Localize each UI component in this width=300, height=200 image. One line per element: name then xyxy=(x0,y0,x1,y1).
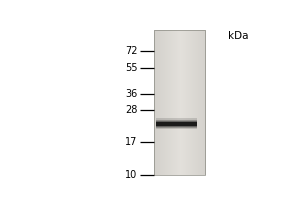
Text: 72: 72 xyxy=(125,46,137,56)
Text: kDa: kDa xyxy=(228,31,249,41)
Text: 10: 10 xyxy=(125,170,137,180)
Text: 36: 36 xyxy=(125,89,137,99)
Text: 55: 55 xyxy=(125,63,137,73)
Bar xyxy=(156,120,197,128)
Bar xyxy=(154,30,205,175)
Text: 17: 17 xyxy=(125,137,137,147)
Bar xyxy=(156,121,197,127)
Bar xyxy=(156,122,197,126)
Bar xyxy=(156,118,197,129)
Text: 28: 28 xyxy=(125,105,137,115)
